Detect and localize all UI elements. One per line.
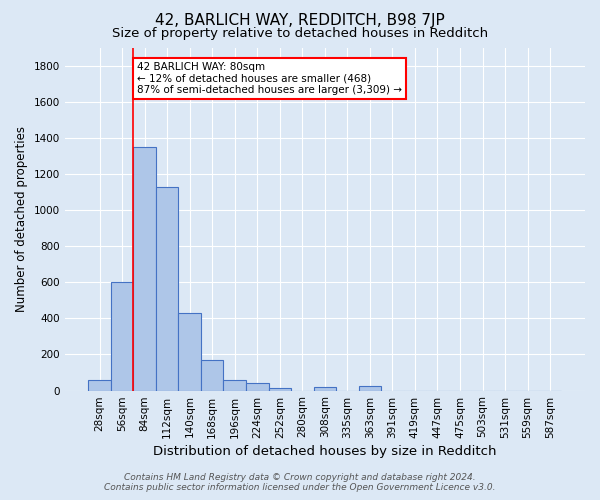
Bar (201, 360, 223, 390)
Bar (223, 380, 246, 390)
Bar (156, 186, 178, 390)
Bar (133, 147, 156, 390)
X-axis label: Distribution of detached houses by size in Redditch: Distribution of detached houses by size … (153, 444, 497, 458)
Bar (178, 313, 201, 390)
Bar (246, 384, 269, 390)
Bar (359, 386, 381, 390)
Text: Size of property relative to detached houses in Redditch: Size of property relative to detached ho… (112, 28, 488, 40)
Bar (269, 388, 291, 390)
Bar (111, 282, 133, 391)
Text: 42 BARLICH WAY: 80sqm
← 12% of detached houses are smaller (468)
87% of semi-det: 42 BARLICH WAY: 80sqm ← 12% of detached … (137, 62, 402, 95)
Text: Contains HM Land Registry data © Crown copyright and database right 2024.
Contai: Contains HM Land Registry data © Crown c… (104, 473, 496, 492)
Bar (314, 387, 336, 390)
Y-axis label: Number of detached properties: Number of detached properties (15, 126, 28, 312)
Bar (88, 380, 111, 390)
Text: 42, BARLICH WAY, REDDITCH, B98 7JP: 42, BARLICH WAY, REDDITCH, B98 7JP (155, 12, 445, 28)
